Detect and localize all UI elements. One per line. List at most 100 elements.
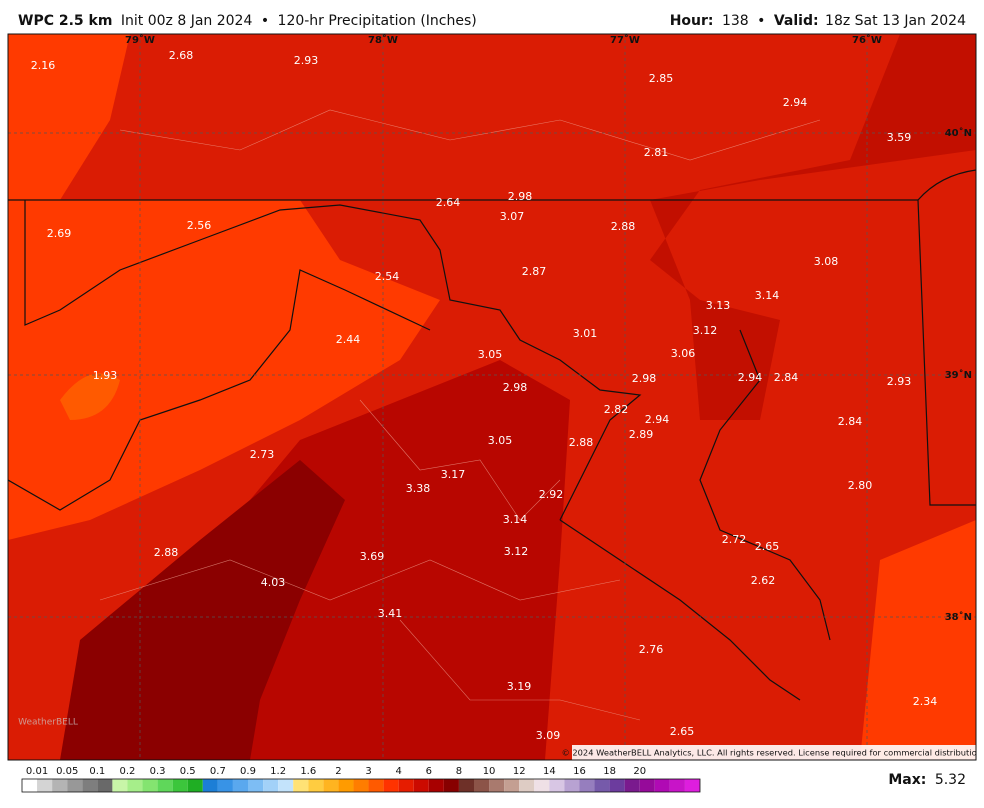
colorbar-swatch <box>67 779 83 792</box>
station-value: 3.05 <box>478 348 503 361</box>
colorbar-swatch <box>52 779 68 792</box>
longitude-label: 76˚W <box>852 34 882 46</box>
longitude-label: 78˚W <box>368 34 398 46</box>
station-value: 2.62 <box>751 574 776 587</box>
station-value: 2.94 <box>738 371 763 384</box>
station-value: 2.56 <box>187 219 212 232</box>
station-value: 2.65 <box>670 725 695 738</box>
bullet: • <box>261 13 269 29</box>
station-value: 2.88 <box>154 546 179 559</box>
station-value: 3.59 <box>887 131 912 144</box>
station-value: 3.12 <box>504 545 529 558</box>
latitude-label: 40˚N <box>945 127 972 139</box>
colorbar-swatch <box>278 779 294 792</box>
station-value: 3.07 <box>500 210 525 223</box>
station-value: 2.16 <box>31 59 56 72</box>
station-value: 2.98 <box>508 190 533 203</box>
colorbar-swatch <box>82 779 98 792</box>
station-value: 2.84 <box>774 371 799 384</box>
station-value: 3.14 <box>503 513 528 526</box>
colorbar-swatch <box>187 779 203 792</box>
colorbar-swatch <box>443 779 459 792</box>
product: 120-hr Precipitation (Inches) <box>278 13 477 29</box>
station-value: 2.64 <box>436 196 461 209</box>
colorbar-swatch <box>549 779 565 792</box>
colorbar-swatch <box>263 779 279 792</box>
colorbar-swatch <box>368 779 384 792</box>
init: Init 00z 8 Jan 2024 <box>121 13 253 29</box>
colorbar-swatch <box>504 779 520 792</box>
colorbar-swatch <box>474 779 490 792</box>
borders <box>8 169 976 701</box>
header-left: WPC 2.5 km Init 00z 8 Jan 2024 • 120-hr … <box>18 13 477 29</box>
colorbar-label: 2 <box>335 766 341 777</box>
station-value: 3.08 <box>814 255 839 268</box>
max-label: Max: <box>888 772 926 788</box>
station-value: 3.41 <box>378 607 403 620</box>
station-value: 2.93 <box>887 375 912 388</box>
station-value: 2.82 <box>604 403 629 416</box>
station-value: 3.12 <box>693 324 718 337</box>
colorbar-label: 14 <box>543 766 556 777</box>
colorbar-swatch <box>398 779 414 792</box>
colorbar-swatch <box>383 779 399 792</box>
colorbar-swatch <box>458 779 474 792</box>
station-value: 2.92 <box>539 488 564 501</box>
colorbar-swatch <box>293 779 309 792</box>
station-value: 2.69 <box>47 227 72 240</box>
colorbar-label: 0.3 <box>150 766 166 777</box>
colorbar-swatch <box>37 779 53 792</box>
station-value: 2.98 <box>632 372 657 385</box>
field <box>200 360 570 760</box>
station-value: 2.88 <box>569 436 594 449</box>
latitude-label: 38˚N <box>945 611 972 623</box>
hour-label: Hour: <box>670 13 714 29</box>
graticule <box>8 34 976 760</box>
colorbar-label: 12 <box>513 766 526 777</box>
field <box>8 200 440 540</box>
map: 79˚W 78˚W 77˚W 76˚W 40˚N 39˚N 38˚N 2.16 2.68 2.93… <box>8 34 976 760</box>
colorbar-swatch <box>669 779 685 792</box>
colorbar-label: 3 <box>365 766 371 777</box>
station-value: 2.65 <box>755 540 780 553</box>
colorbar-label: 0.1 <box>89 766 105 777</box>
model: WPC 2.5 km <box>18 13 112 29</box>
station-value: 2.72 <box>722 533 747 546</box>
field <box>60 373 120 420</box>
colorbar-swatch <box>684 779 700 792</box>
colorbar-label: 0.9 <box>240 766 256 777</box>
station-value: 2.84 <box>838 415 863 428</box>
colorbar-label: 1.6 <box>300 766 316 777</box>
colorbar-label: 18 <box>603 766 616 777</box>
field <box>8 34 130 210</box>
max: Max: 5.32 <box>888 772 966 788</box>
station-value: 3.13 <box>706 299 731 312</box>
colorbar-swatch <box>172 779 188 792</box>
colorbar: 0.01 0.05 0.1 0.2 0.3 0.5 0.7 0.9 1.2 1.6 2 3 4 6 8 10 1… <box>21 766 701 793</box>
station-value: 2.94 <box>783 96 808 109</box>
max-value: 5.32 <box>935 772 966 788</box>
station-value: 3.14 <box>755 289 780 302</box>
station-value: 2.81 <box>644 146 669 159</box>
station-value: 2.93 <box>294 54 319 67</box>
colorbar-swatch <box>353 779 369 792</box>
station-value: 3.69 <box>360 550 385 563</box>
colorbar-swatch <box>112 779 128 792</box>
colorbar-swatch <box>248 779 264 792</box>
colorbar-label: 1.2 <box>270 766 286 777</box>
latitude-label: 39˚N <box>945 369 972 381</box>
colorbar-swatch <box>579 779 595 792</box>
copyright-box <box>572 745 976 760</box>
colorbar-swatch <box>534 779 550 792</box>
colorbar-swatch <box>97 779 113 792</box>
colorbar-swatch <box>22 779 38 792</box>
field <box>860 520 976 760</box>
station-value: 2.54 <box>375 270 400 283</box>
station-value: 2.87 <box>522 265 547 278</box>
colorbar-swatch <box>413 779 429 792</box>
colorbar-swatch <box>489 779 505 792</box>
station-value: 2.80 <box>848 479 873 492</box>
colorbar-swatch <box>323 779 339 792</box>
colorbar-swatch <box>157 779 173 792</box>
